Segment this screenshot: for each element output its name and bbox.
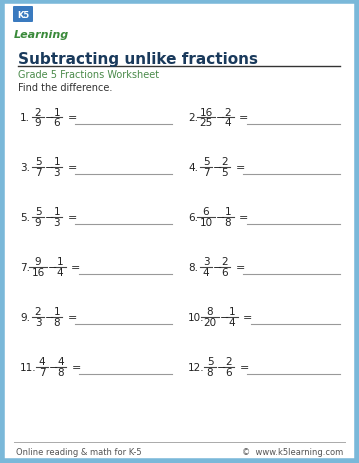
Text: −: − [48,263,57,272]
Text: 8: 8 [57,368,64,378]
Text: 3: 3 [203,257,209,267]
Text: Grade 5 Fractions Worksheet: Grade 5 Fractions Worksheet [18,70,159,80]
Text: 7: 7 [35,168,41,178]
Text: =: = [67,163,77,173]
Text: 6: 6 [53,118,60,128]
Text: 25: 25 [199,118,213,128]
Text: =: = [67,113,77,123]
Text: 1: 1 [229,307,235,317]
Text: =: = [236,163,245,173]
Text: 7: 7 [39,368,45,378]
Text: 9: 9 [35,218,41,228]
Text: 2: 2 [222,257,228,267]
Text: 9: 9 [35,118,41,128]
Text: −: − [216,213,225,223]
Text: −: − [49,362,59,372]
FancyBboxPatch shape [13,7,33,23]
Text: 1: 1 [225,207,231,217]
Text: 8: 8 [53,318,60,328]
Text: =: = [67,213,77,223]
Text: =: = [67,313,77,322]
Text: 8: 8 [225,218,231,228]
Text: 5: 5 [35,207,41,217]
Text: 6.: 6. [188,213,198,223]
Text: 1: 1 [53,157,60,167]
Text: 9.: 9. [20,313,30,322]
Text: 8: 8 [207,307,213,317]
Text: 2: 2 [225,357,232,367]
Text: 4: 4 [225,118,231,128]
Text: =: = [239,362,249,372]
Text: −: − [45,213,54,223]
Text: 2: 2 [225,107,231,117]
Text: 4: 4 [57,268,63,278]
Text: =: = [243,313,252,322]
Text: 2: 2 [35,307,41,317]
Text: 2: 2 [222,157,228,167]
Text: 5: 5 [203,157,209,167]
Text: 5: 5 [222,168,228,178]
Text: −: − [216,113,225,123]
Text: 4: 4 [57,357,64,367]
Text: 5: 5 [35,157,41,167]
Text: 2.: 2. [188,113,198,123]
Text: 5: 5 [207,357,213,367]
Text: −: − [220,313,230,322]
Text: 1: 1 [53,307,60,317]
Text: 4.: 4. [188,163,198,173]
Text: −: − [213,263,222,272]
Text: 16: 16 [31,268,45,278]
Text: Find the difference.: Find the difference. [18,83,112,93]
Text: 6: 6 [222,268,228,278]
Text: =: = [236,263,245,272]
Text: 1: 1 [53,107,60,117]
Text: 20: 20 [204,318,216,328]
Text: 9: 9 [35,257,41,267]
Text: 4: 4 [203,268,209,278]
Text: 1: 1 [57,257,63,267]
Text: 6: 6 [203,207,209,217]
Text: 7.: 7. [20,263,30,272]
Text: 7: 7 [203,168,209,178]
Text: 3: 3 [35,318,41,328]
Text: =: = [239,213,248,223]
Text: −: − [45,313,54,322]
Text: =: = [71,362,81,372]
Text: 10.: 10. [188,313,205,322]
Text: 4: 4 [229,318,235,328]
Text: −: − [45,163,54,173]
Text: 2: 2 [35,107,41,117]
Text: 4: 4 [39,357,45,367]
Text: Subtracting unlike fractions: Subtracting unlike fractions [18,52,258,67]
Text: 1.: 1. [20,113,30,123]
Text: 8.: 8. [188,263,198,272]
Text: 3: 3 [53,218,60,228]
Text: −: − [213,163,222,173]
Text: ©  www.k5learning.com: © www.k5learning.com [242,448,343,457]
Text: 3: 3 [53,168,60,178]
Text: 1: 1 [53,207,60,217]
Text: 12.: 12. [188,362,205,372]
Text: 6: 6 [225,368,232,378]
Text: =: = [239,113,248,123]
Text: Learning: Learning [14,30,69,40]
Text: 5.: 5. [20,213,30,223]
Text: 8: 8 [207,368,213,378]
Text: −: − [217,362,227,372]
Text: 3.: 3. [20,163,30,173]
Text: Online reading & math for K-5: Online reading & math for K-5 [16,448,141,457]
Text: =: = [71,263,80,272]
Text: 16: 16 [199,107,213,117]
Text: 10: 10 [200,218,213,228]
Text: 11.: 11. [20,362,37,372]
Text: K5: K5 [17,11,29,19]
Text: −: − [45,113,54,123]
